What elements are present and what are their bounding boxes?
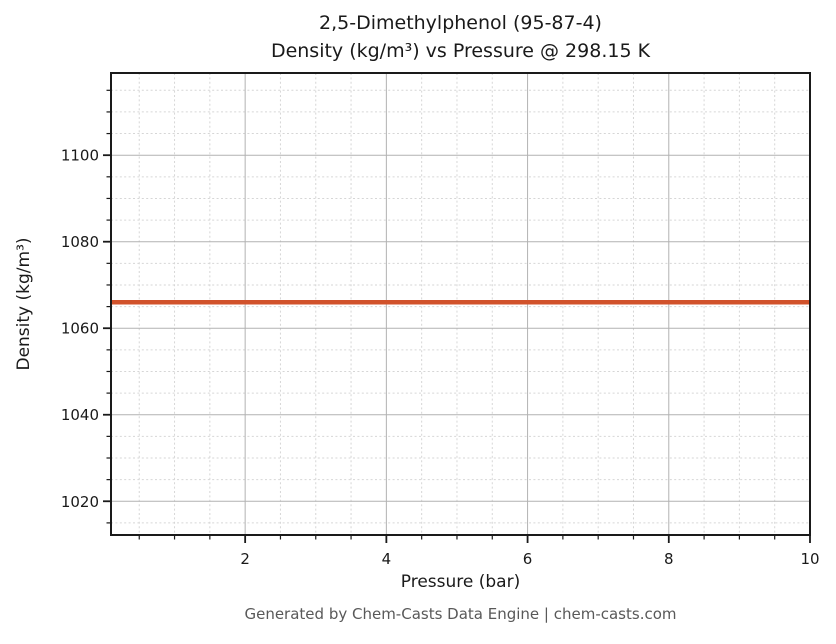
x-tick-label: 10 [800,550,819,568]
x-tick-label: 4 [382,550,392,568]
y-axis-label: Density (kg/m³) [14,237,34,371]
footer-credit: Generated by Chem-Casts Data Engine | ch… [244,605,677,623]
x-tick-label: 8 [664,550,674,568]
y-tick-label: 1100 [61,147,99,165]
axes-spines [110,72,811,536]
x-tick-labels: 2 4 6 8 10 [240,550,819,568]
y-tick-labels: 1020 1040 1060 1080 1100 [61,147,99,511]
x-tick-label: 6 [523,550,533,568]
chart-title-line1: 2,5-Dimethylphenol (95-87-4) [319,12,602,34]
y-tick-label: 1040 [61,406,99,424]
chart-title: 2,5-Dimethylphenol (95-87-4) Density (kg… [111,9,810,65]
minor-gridlines [111,73,810,535]
axis-ticks [103,89,811,543]
x-axis-label: Pressure (bar) [400,572,521,592]
chart-title-line2: Density (kg/m³) vs Pressure @ 298.15 K [270,40,651,62]
y-tick-label: 1060 [61,320,99,338]
y-tick-label: 1080 [61,233,99,251]
x-tick-label: 2 [240,550,250,568]
y-tick-label: 1020 [61,493,99,511]
